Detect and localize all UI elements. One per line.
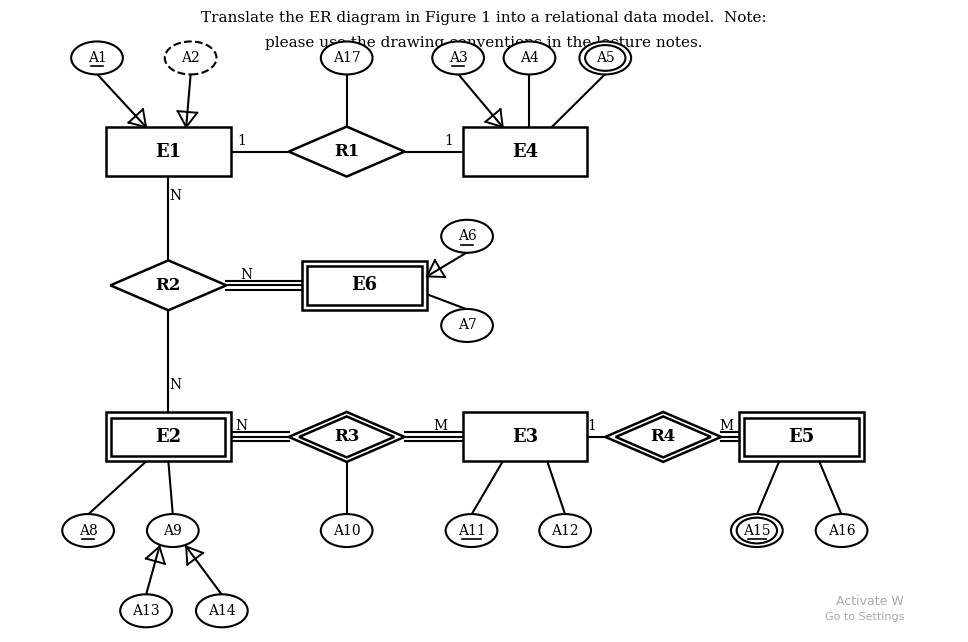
Text: A12: A12 bbox=[552, 523, 579, 537]
Text: N: N bbox=[169, 378, 182, 392]
Ellipse shape bbox=[433, 42, 484, 74]
Polygon shape bbox=[605, 412, 721, 462]
Text: Go to Settings: Go to Settings bbox=[825, 612, 904, 621]
Text: E2: E2 bbox=[155, 428, 181, 446]
Text: A3: A3 bbox=[449, 51, 468, 65]
Text: E1: E1 bbox=[155, 143, 181, 160]
Bar bbox=[106, 412, 230, 462]
Text: A7: A7 bbox=[458, 318, 476, 333]
Polygon shape bbox=[288, 126, 405, 177]
Text: 1: 1 bbox=[237, 134, 246, 148]
Text: R3: R3 bbox=[334, 428, 359, 446]
Text: N: N bbox=[169, 189, 182, 203]
Text: A9: A9 bbox=[164, 523, 182, 537]
Text: A2: A2 bbox=[181, 51, 200, 65]
Ellipse shape bbox=[585, 45, 625, 71]
Text: A11: A11 bbox=[458, 523, 485, 537]
Ellipse shape bbox=[816, 514, 867, 547]
Text: A1: A1 bbox=[87, 51, 106, 65]
Text: A13: A13 bbox=[133, 603, 160, 618]
Ellipse shape bbox=[320, 42, 373, 74]
Text: A6: A6 bbox=[458, 229, 476, 243]
Text: E4: E4 bbox=[512, 143, 538, 160]
Text: A15: A15 bbox=[743, 523, 771, 537]
Ellipse shape bbox=[737, 517, 777, 543]
Ellipse shape bbox=[196, 594, 248, 627]
Ellipse shape bbox=[580, 42, 631, 74]
Text: A5: A5 bbox=[596, 51, 615, 65]
Bar bbox=[739, 412, 863, 462]
Text: R2: R2 bbox=[156, 277, 181, 294]
Ellipse shape bbox=[539, 514, 591, 547]
Polygon shape bbox=[616, 417, 711, 457]
Text: M: M bbox=[719, 419, 734, 433]
Ellipse shape bbox=[147, 514, 198, 547]
Bar bbox=[744, 418, 859, 456]
Ellipse shape bbox=[165, 42, 217, 74]
Ellipse shape bbox=[441, 220, 493, 253]
Text: N: N bbox=[235, 419, 248, 433]
Polygon shape bbox=[288, 412, 405, 462]
Text: A16: A16 bbox=[828, 523, 856, 537]
Text: 1: 1 bbox=[444, 134, 454, 148]
Ellipse shape bbox=[441, 309, 493, 342]
Text: E5: E5 bbox=[788, 428, 814, 446]
Bar bbox=[463, 127, 588, 176]
Text: R1: R1 bbox=[334, 143, 359, 160]
Ellipse shape bbox=[445, 514, 498, 547]
Ellipse shape bbox=[320, 514, 373, 547]
Bar bbox=[308, 266, 422, 304]
Bar bbox=[302, 261, 427, 310]
Ellipse shape bbox=[62, 514, 114, 547]
Text: E3: E3 bbox=[512, 428, 538, 446]
Ellipse shape bbox=[503, 42, 556, 74]
Ellipse shape bbox=[731, 514, 783, 547]
Ellipse shape bbox=[120, 594, 172, 627]
Text: R4: R4 bbox=[650, 428, 676, 446]
Bar bbox=[106, 127, 230, 176]
Text: M: M bbox=[434, 419, 447, 433]
Polygon shape bbox=[299, 417, 394, 457]
Bar bbox=[111, 418, 226, 456]
Bar bbox=[463, 412, 588, 462]
Text: A14: A14 bbox=[208, 603, 236, 618]
Text: Activate W: Activate W bbox=[836, 594, 904, 607]
Ellipse shape bbox=[72, 42, 123, 74]
Text: Translate the ER diagram in Figure 1 into a relational data model.  Note:: Translate the ER diagram in Figure 1 int… bbox=[201, 11, 767, 25]
Text: please use the drawing conventions in the lecture notes.: please use the drawing conventions in th… bbox=[265, 36, 703, 50]
Text: 1: 1 bbox=[588, 419, 596, 433]
Polygon shape bbox=[110, 261, 227, 310]
Text: A10: A10 bbox=[333, 523, 360, 537]
Text: A17: A17 bbox=[333, 51, 360, 65]
Text: A8: A8 bbox=[78, 523, 98, 537]
Text: N: N bbox=[241, 268, 253, 282]
Text: E6: E6 bbox=[351, 276, 378, 294]
Text: A4: A4 bbox=[520, 51, 539, 65]
